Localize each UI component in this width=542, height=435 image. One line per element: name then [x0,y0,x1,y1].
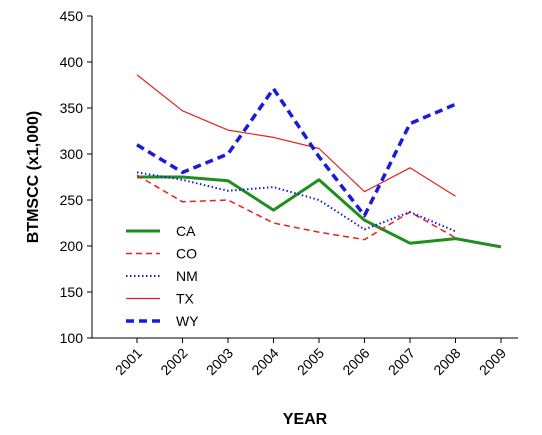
y-tick-label: 400 [60,54,84,70]
legend: CA CO NM TX WY [126,223,199,329]
y-tick-label: 250 [60,192,84,208]
x-tick-label: 2002 [157,345,190,378]
axes [91,16,518,339]
legend-label-co: CO [176,246,197,262]
y-tick-label: 450 [60,8,84,24]
y-tick-label: 300 [60,146,84,162]
legend-label-nm: NM [176,268,198,284]
y-ticks: 100 150 200 250 300 350 400 450 [60,8,92,346]
series-line-co [136,174,456,241]
series-line-wy [136,86,457,218]
x-axis-title: YEAR [283,411,328,428]
y-tick-label: 150 [60,284,84,300]
y-axis-title: BTMSCC (x1,000) [25,111,42,243]
x-tick-label: 2001 [112,345,145,378]
y-tick-label: 100 [60,330,84,346]
x-tick-label: 2003 [203,345,236,378]
x-tick-label: 2005 [294,345,327,378]
series-line-nm [136,171,456,233]
x-ticks: 2001 2002 2003 2004 2005 2006 2007 2008 2009 [112,338,509,378]
x-tick-label: 2007 [385,345,418,378]
x-tick-label: 2009 [476,345,509,378]
legend-label-wy: WY [176,313,199,329]
x-tick-label: 2004 [248,345,281,378]
x-tick-label: 2006 [339,345,372,378]
series-lines [136,74,502,249]
legend-label-ca: CA [176,223,196,239]
y-tick-label: 200 [60,238,84,254]
legend-label-tx: TX [176,291,195,307]
series-line-ca [137,175,502,249]
series-line-tx [136,74,456,197]
x-tick-label: 2008 [430,345,463,378]
y-tick-label: 350 [60,100,84,116]
